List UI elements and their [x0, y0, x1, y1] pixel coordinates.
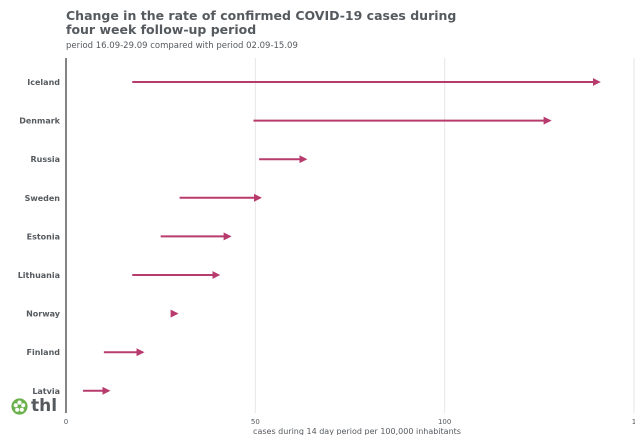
logo-text: thl [31, 396, 58, 416]
x-axis-label: cases during 14 day period per 100,000 i… [253, 427, 461, 435]
chart-title: Change in the rate of confirmed COVID-19… [66, 8, 457, 37]
chart-subtitle: period 16.09-29.09 compared with period … [66, 41, 298, 51]
category-label: Iceland [27, 78, 60, 87]
x-tick-label: 100 [438, 418, 451, 426]
x-tick-label: 1 [632, 418, 635, 426]
x-axis: 0 50 100 1 [64, 58, 635, 426]
category-label: Norway [26, 310, 61, 319]
thl-flower-icon [11, 398, 28, 415]
gridlines [254, 58, 635, 413]
category-label: Estonia [27, 232, 60, 241]
category-label: Lithuania [18, 271, 60, 280]
category-label: Denmark [19, 117, 60, 126]
arrows [83, 78, 601, 395]
category-label: Finland [27, 348, 61, 357]
thl-logo: thl [11, 398, 57, 415]
x-tick-label: 0 [64, 418, 68, 426]
x-tick-label: 50 [251, 418, 260, 426]
country-labels: Iceland Denmark Russia Sweden Estonia Lithuan… [18, 78, 61, 396]
category-label: Latvia [32, 387, 60, 396]
category-label: Russia [30, 155, 60, 164]
category-label: Sweden [25, 194, 61, 203]
